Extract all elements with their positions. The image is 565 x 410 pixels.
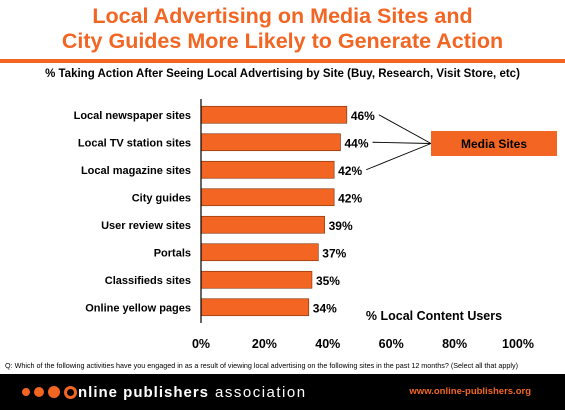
logo-dot-large-icon bbox=[48, 386, 60, 398]
x-tick-label: 80% bbox=[442, 337, 467, 351]
chart-title: Local Advertising on Media Sites and Cit… bbox=[0, 4, 565, 54]
survey-question: Q: Which of the following activities hav… bbox=[5, 361, 518, 370]
bar bbox=[200, 243, 319, 262]
data-label: 46% bbox=[351, 109, 375, 123]
logo-ring-icon bbox=[64, 385, 77, 399]
bar-chart: Local newspaper sites 46% Local TV station… bbox=[74, 99, 557, 351]
callout-label: Media Sites bbox=[461, 137, 527, 151]
category-label: Local TV station sites bbox=[78, 137, 191, 149]
bar bbox=[200, 160, 335, 179]
category-label: Portals bbox=[154, 247, 191, 259]
chart-subtitle: % Taking Action After Seeing Local Adver… bbox=[45, 68, 520, 80]
footer-bar: nline publishers association www.online-… bbox=[0, 374, 565, 410]
category-label: User review sites bbox=[101, 220, 191, 232]
data-label: 44% bbox=[344, 136, 368, 150]
logo-text-main: nline publishers bbox=[78, 383, 210, 401]
bar bbox=[200, 298, 310, 317]
title-line-1: Local Advertising on Media Sites and bbox=[92, 4, 473, 28]
category-label: Classifieds sites bbox=[105, 275, 191, 287]
opa-logo: nline publishers association bbox=[22, 383, 307, 401]
x-tick-label: 40% bbox=[315, 337, 340, 351]
logo-dot-small-icon bbox=[22, 388, 30, 396]
x-tick-label: 0% bbox=[192, 337, 210, 351]
x-tick-label: 60% bbox=[379, 337, 404, 351]
category-label: City guides bbox=[132, 192, 191, 204]
footer-url: www.online-publishers.org bbox=[409, 386, 531, 397]
data-label: 34% bbox=[313, 301, 337, 315]
title-divider bbox=[0, 59, 565, 63]
x-tick-label: 20% bbox=[252, 337, 277, 351]
data-label: 37% bbox=[322, 246, 346, 260]
callout-leader-line bbox=[365, 143, 432, 171]
bar bbox=[200, 270, 313, 289]
callout-leader-line bbox=[378, 114, 432, 144]
x-tick-label: 100% bbox=[502, 337, 534, 351]
logo-text-association: association bbox=[215, 383, 307, 401]
callout-box bbox=[431, 131, 557, 156]
bar bbox=[200, 133, 341, 152]
bar bbox=[200, 105, 348, 124]
title-line-2: City Guides More Likely to Generate Acti… bbox=[61, 29, 504, 53]
callout-leader-line bbox=[372, 141, 432, 144]
data-label: 42% bbox=[338, 191, 362, 205]
category-label: Local magazine sites bbox=[81, 165, 191, 177]
logo-dot-medium-icon bbox=[34, 387, 44, 397]
bar bbox=[200, 215, 325, 234]
bar bbox=[200, 188, 335, 207]
category-label: Local newspaper sites bbox=[74, 110, 191, 122]
x-axis-label: % Local Content Users bbox=[366, 309, 502, 323]
data-label: 39% bbox=[329, 219, 353, 233]
category-label: Online yellow pages bbox=[85, 302, 191, 314]
data-label: 42% bbox=[338, 164, 362, 178]
data-label: 35% bbox=[316, 274, 340, 288]
